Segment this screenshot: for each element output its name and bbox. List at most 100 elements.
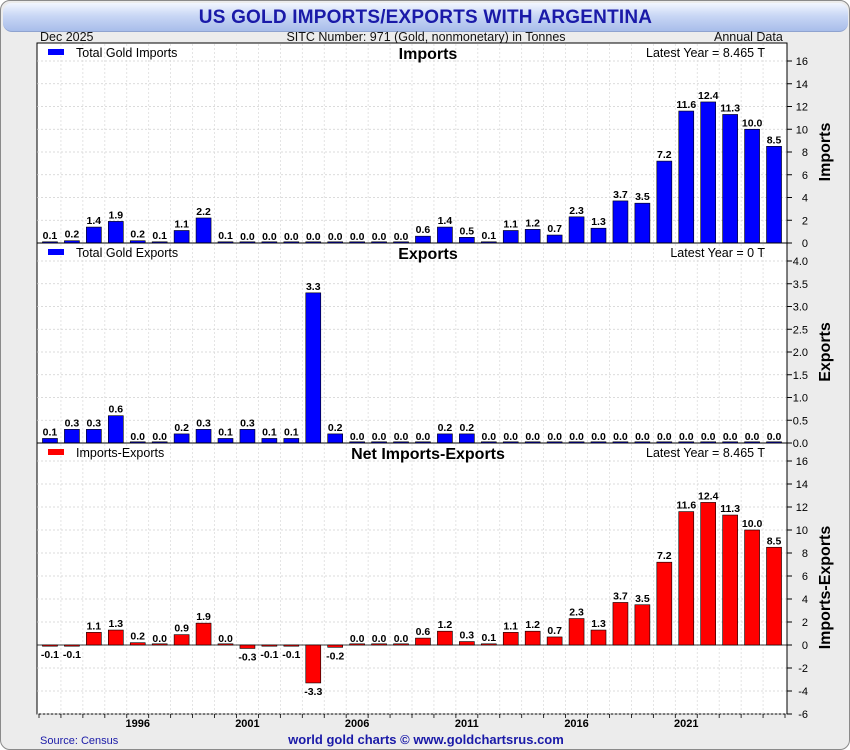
bar [86,226,102,244]
data-label: 0.2 [130,631,145,643]
bar [678,110,695,244]
bar [612,200,629,244]
y-tick-label: 2 [802,617,808,629]
y-tick-label: 16 [796,456,808,468]
data-label: 1.2 [525,619,540,631]
data-label: 0.3 [65,417,80,429]
panel-1: 0.1 0.2 1.4 1.9 0.2 0.1 1.1 2.2 0.1 0.0 0.0 0.0 0.0 0… [36,42,834,250]
data-label: 0.0 [284,231,299,243]
bar [480,643,497,646]
bar [678,511,695,646]
data-label: 1.1 [503,620,518,632]
data-label: 2.3 [569,205,584,217]
data-label: 0.2 [65,229,80,241]
data-label: 0.0 [745,431,760,443]
data-label: 1.1 [503,218,518,230]
data-label: 2.3 [569,607,584,619]
data-label: 0.3 [240,417,255,429]
data-label: 3.3 [306,281,321,293]
title-bar: US GOLD IMPORTS/EXPORTS WITH ARGENTINA [3,3,848,32]
bar [173,634,190,646]
panel-2: 0.1 0.3 0.3 0.6 0.0 0.0 0.2 0.3 0.1 0.3 0.1 0.1 3.3 0… [36,242,834,450]
panel-title: Imports [399,46,458,63]
bar [546,636,563,646]
bar [129,642,146,646]
data-label: 0.1 [43,230,58,242]
data-label: 0.0 [394,431,409,443]
y-tick-label: 2.5 [793,324,808,336]
y-axis-title: Imports [817,123,834,182]
data-label: 3.7 [613,590,628,602]
bar [64,429,80,444]
data-label: 0.0 [350,431,365,443]
bar [195,429,212,444]
bar [656,561,673,646]
data-label: 0.9 [174,623,189,635]
y-tick-label: -4 [798,686,808,698]
data-label: 0.0 [547,431,562,443]
data-label: 1.4 [87,215,102,227]
legend-swatch [48,49,64,55]
y-tick-label: -2 [798,663,808,675]
bar [437,433,453,444]
frequency-label: Annual Data [714,30,783,44]
panel-3: -0.1 -0.1 1.1 1.3 0.2 0.0 0.9 1.9 0.0 -0.3 -0.1 -0.… [36,442,834,721]
bar [568,216,585,244]
bar [86,429,102,444]
data-label: 7.2 [657,149,672,161]
data-label: 0.0 [372,431,387,443]
data-label: 0.0 [701,431,716,443]
bar [766,546,782,646]
data-label: 0.6 [416,224,431,236]
bar [349,643,365,646]
data-label: 12.4 [698,490,719,502]
data-label: 0.0 [569,431,584,443]
data-label: -0.1 [282,649,300,661]
data-label: 0.2 [174,422,189,434]
bar [195,217,212,244]
bar [283,438,300,444]
y-tick-label: 0.5 [793,415,808,427]
bar [502,632,519,646]
x-tick-label: 2006 [345,718,369,730]
data-label: 10.0 [742,117,763,129]
data-label: 1.1 [87,620,102,632]
bar [700,101,717,244]
bar [744,529,760,646]
bar [217,643,234,646]
credit-label: world gold charts © www.goldchartsrus.co… [288,732,564,747]
data-label: 0.6 [416,626,431,638]
data-label: 0.0 [416,431,431,443]
y-tick-label: 3.5 [793,279,808,291]
data-label: 1.3 [108,618,123,630]
x-tick-label: 2001 [235,718,259,730]
data-label: 0.0 [613,431,628,443]
data-label: 1.3 [591,216,606,228]
data-label: 0.6 [108,404,123,416]
y-tick-label: 14 [796,79,808,91]
bar [86,632,102,646]
data-label: 11.6 [676,99,696,111]
y-tick-label: 14 [796,479,808,491]
data-label: 11.3 [720,503,740,515]
data-label: 0.0 [767,431,782,443]
data-label: 0.0 [503,431,518,443]
bar [107,221,124,244]
y-tick-label: 2.0 [793,347,808,359]
chart-title: US GOLD IMPORTS/EXPORTS WITH ARGENTINA [198,7,653,28]
data-label: 0.0 [262,231,277,243]
bar [656,160,673,244]
data-label: 0.1 [218,426,233,438]
x-tick-label: 2016 [564,718,588,730]
data-label: 0.3 [460,630,475,642]
data-label: 0.2 [460,422,475,434]
data-label: 8.5 [767,134,782,146]
data-label: 1.9 [108,209,123,221]
data-label: 0.1 [481,632,496,644]
data-label: 0.1 [43,426,58,438]
data-label: 0.0 [525,431,540,443]
y-tick-label: 3.0 [793,302,808,314]
bar [327,433,344,444]
bar [524,630,541,646]
